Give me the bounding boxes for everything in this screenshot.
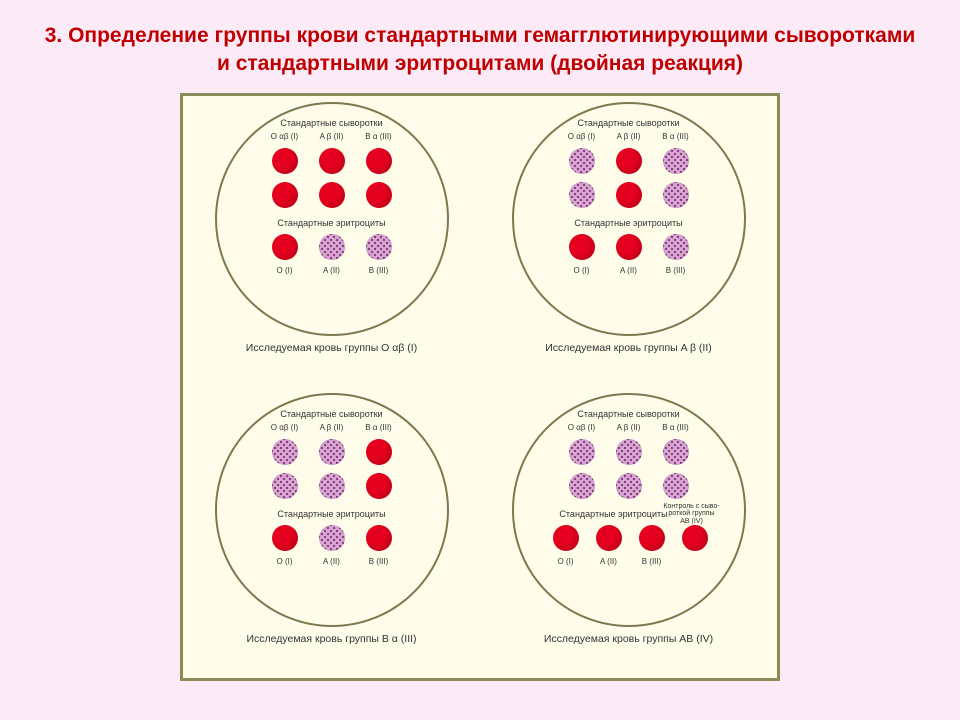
spot-agglutination	[663, 234, 689, 260]
spot-no-agglutination	[272, 234, 298, 260]
plate-label: B α (III)	[662, 132, 688, 141]
plate-label: B α (III)	[365, 423, 391, 432]
spot-agglutination	[272, 439, 298, 465]
spot-agglutination	[319, 525, 345, 551]
spot-agglutination	[663, 182, 689, 208]
spot-no-agglutination	[272, 525, 298, 551]
spot-no-agglutination	[366, 148, 392, 174]
spot-no-agglutination	[366, 182, 392, 208]
spot-agglutination	[663, 473, 689, 499]
plate-label: A β (II)	[617, 423, 641, 432]
spot-agglutination	[569, 182, 595, 208]
spot-no-agglutination	[272, 182, 298, 208]
spot-no-agglutination	[596, 525, 622, 551]
diagram-panel: Стандартные сыворотки O αβ (I) A β (II) B α…	[180, 93, 780, 681]
plate-label: B (III)	[369, 266, 389, 275]
spot-agglutination	[663, 439, 689, 465]
spot-no-agglutination	[639, 525, 665, 551]
plate-label: B (III)	[369, 557, 389, 566]
spot-no-agglutination	[553, 525, 579, 551]
plate-label: O αβ (I)	[568, 423, 595, 432]
plate-label: O (I)	[558, 557, 574, 566]
plate-cell-3: Стандартные сыворотки O αβ (I) A β (II) B α…	[480, 387, 777, 678]
petri-plate: Стандартные сыворотки O αβ (I) A β (II) B α…	[215, 102, 449, 336]
plate-caption: Исследуемая кровь группы AB (IV)	[544, 633, 713, 645]
spot-no-agglutination	[366, 473, 392, 499]
plate-label: O (I)	[277, 557, 293, 566]
spot-agglutination	[319, 234, 345, 260]
petri-plate: Стандартные сыворотки O αβ (I) A β (II) B α…	[512, 393, 746, 627]
plate-label: A β (II)	[320, 132, 344, 141]
spot-no-agglutination	[319, 182, 345, 208]
plate-label: Стандартные эритроциты	[559, 509, 667, 519]
spot-agglutination	[616, 473, 642, 499]
spot-no-agglutination	[319, 148, 345, 174]
spot-agglutination	[272, 473, 298, 499]
plate-label: A (II)	[620, 266, 637, 275]
plate-label: B (III)	[642, 557, 662, 566]
plate-label: Стандартные сыворотки	[577, 409, 679, 419]
plate-label: O αβ (I)	[568, 132, 595, 141]
slide: 3. Определение группы крови стандартными…	[0, 0, 960, 720]
spot-no-agglutination	[616, 148, 642, 174]
plate-cell-0: Стандартные сыворотки O αβ (I) A β (II) B α…	[183, 96, 480, 387]
petri-plate: Стандартные сыворотки O αβ (I) A β (II) B α…	[512, 102, 746, 336]
spot-no-agglutination	[272, 148, 298, 174]
spot-agglutination	[569, 148, 595, 174]
plate-label: A β (II)	[617, 132, 641, 141]
spot-agglutination	[569, 473, 595, 499]
plate-label: Стандартные эритроциты	[277, 218, 385, 228]
spot-no-agglutination	[682, 525, 708, 551]
plate-label: A (II)	[323, 266, 340, 275]
plate-label: O αβ (I)	[271, 132, 298, 141]
spot-no-agglutination	[366, 439, 392, 465]
spot-agglutination	[663, 148, 689, 174]
spot-agglutination	[319, 439, 345, 465]
plate-label: B α (III)	[365, 132, 391, 141]
plate-caption: Исследуемая кровь группы O αβ (I)	[246, 342, 417, 354]
spot-no-agglutination	[366, 525, 392, 551]
plate-label: A (II)	[323, 557, 340, 566]
plate-label: Стандартные эритроциты	[277, 509, 385, 519]
plate-caption: Исследуемая кровь группы A β (II)	[545, 342, 712, 354]
spot-agglutination	[366, 234, 392, 260]
plate-label: Стандартные сыворотки	[280, 118, 382, 128]
plate-label: Стандартные сыворотки	[280, 409, 382, 419]
plate-label: B (III)	[666, 266, 686, 275]
plate-label: O (I)	[574, 266, 590, 275]
plate-cell-1: Стандартные сыворотки O αβ (I) A β (II) B α…	[480, 96, 777, 387]
plate-label: A β (II)	[320, 423, 344, 432]
spot-no-agglutination	[616, 234, 642, 260]
plate-label: O αβ (I)	[271, 423, 298, 432]
slide-title: 3. Определение группы крови стандартными…	[38, 22, 922, 79]
spot-no-agglutination	[569, 234, 595, 260]
spot-agglutination	[616, 439, 642, 465]
plate-cell-2: Стандартные сыворотки O αβ (I) A β (II) B α…	[183, 387, 480, 678]
control-label: Контроль с сыво-роткой группыAB (IV)	[663, 503, 719, 526]
plate-label: Стандартные эритроциты	[574, 218, 682, 228]
plate-label: A (II)	[600, 557, 617, 566]
plate-caption: Исследуемая кровь группы B α (III)	[246, 633, 416, 645]
plate-label: Стандартные сыворотки	[577, 118, 679, 128]
plate-label: O (I)	[277, 266, 293, 275]
spot-no-agglutination	[616, 182, 642, 208]
petri-plate: Стандартные сыворотки O αβ (I) A β (II) B α…	[215, 393, 449, 627]
plate-label: B α (III)	[662, 423, 688, 432]
spot-agglutination	[319, 473, 345, 499]
spot-agglutination	[569, 439, 595, 465]
